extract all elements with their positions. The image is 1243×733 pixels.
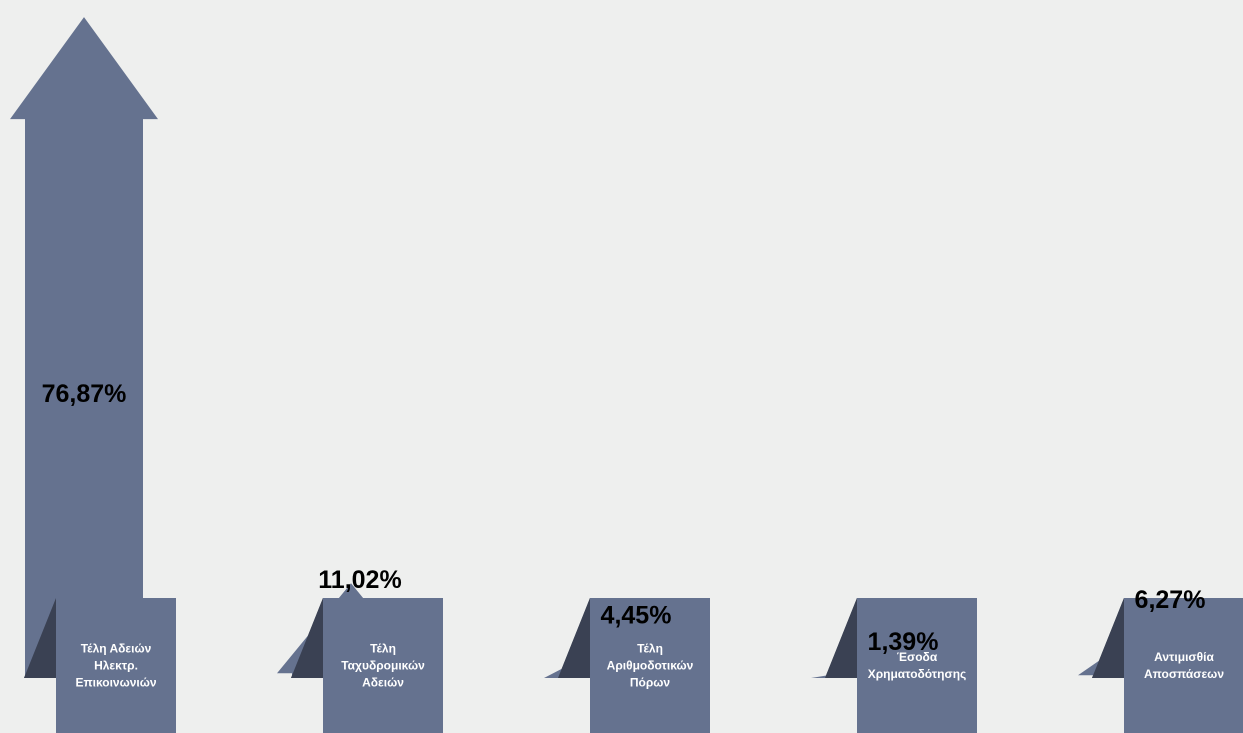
bar-group: Αντιμισθία Αποσπάσεων 6,27% (1078, 586, 1243, 733)
category-label: Τέλη (370, 642, 396, 656)
bar-group: Τέλη Αριθμοδοτικών Πόρων 4,45% (544, 598, 710, 733)
data-label: 76,87% (42, 380, 127, 408)
data-label: 4,45% (601, 602, 672, 630)
bar-arrow-shade (24, 598, 56, 678)
bar-arrow-shade (558, 598, 590, 678)
bar-group: Έσοδα Χρηματοδότησης 1,39% (811, 598, 977, 733)
data-label: 11,02% (318, 566, 401, 594)
category-label: Ταχυδρομικών (341, 659, 425, 673)
category-label-box (1124, 598, 1243, 733)
category-label: Χρηματοδότησης (868, 667, 967, 681)
bar-arrow-shade (291, 598, 323, 678)
bar-group: Τέλη Αδειών Ηλεκτρ. Επικοινωνιών 76,87% (10, 17, 176, 733)
category-label: Τέλη (637, 642, 663, 656)
category-label-box (857, 598, 977, 733)
category-label: Έσοδα (897, 650, 938, 664)
category-label-box (590, 598, 710, 733)
bar-arrow-shade (825, 598, 857, 678)
category-label: Αντιμισθία (1154, 650, 1214, 664)
category-label: Αποσπάσεων (1144, 667, 1224, 681)
category-label: Ηλεκτρ. (94, 659, 138, 673)
category-label-box (323, 598, 443, 733)
category-label: Τέλη Αδειών (81, 642, 152, 656)
category-label: Αδειών (362, 676, 404, 690)
category-label: Επικοινωνιών (75, 676, 156, 690)
category-label: Πόρων (630, 676, 671, 690)
data-label: 6,27% (1135, 586, 1206, 614)
bar-arrow (10, 17, 158, 679)
data-label: 1,39% (868, 628, 939, 656)
bar-group: Τέλη Ταχυδρομικών Αδειών 11,02% (277, 566, 443, 733)
bar-arrow-shade (1092, 598, 1124, 678)
category-label: Αριθμοδοτικών (607, 659, 694, 673)
category-label-box (56, 598, 176, 733)
